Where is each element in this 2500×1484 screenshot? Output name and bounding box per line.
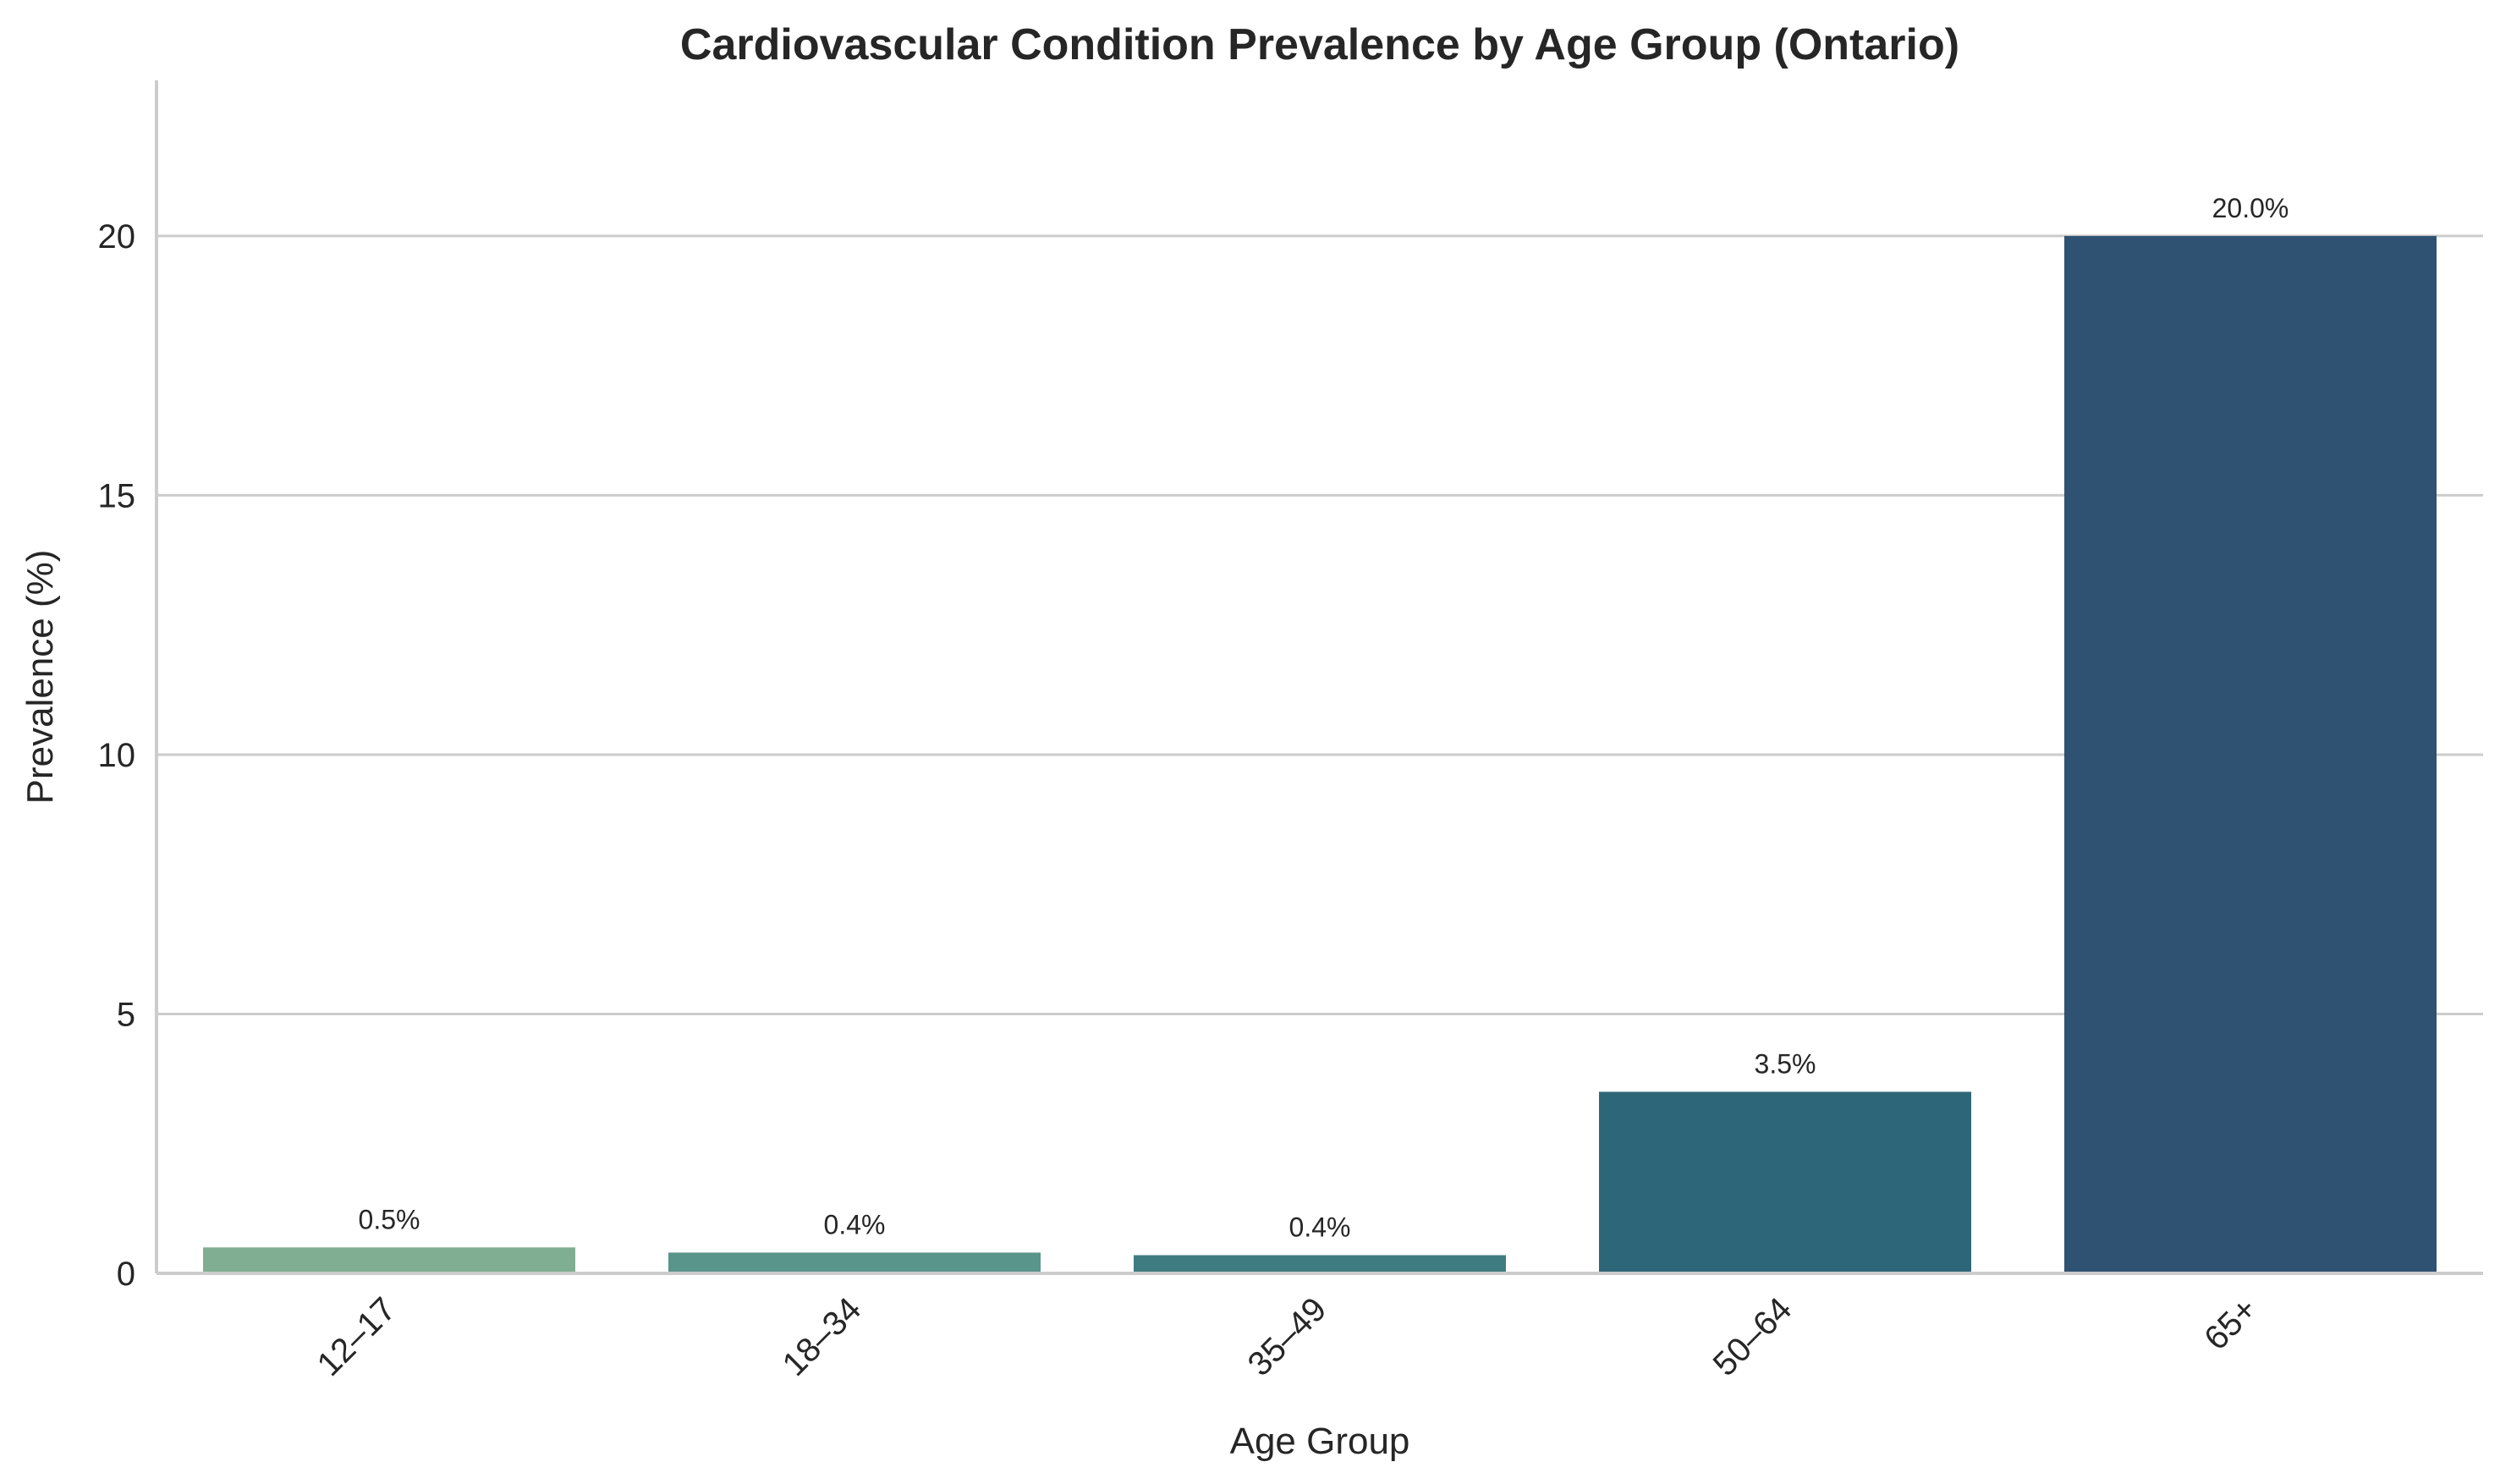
data-label-2: 0.4% — [1289, 1212, 1351, 1243]
axes — [155, 80, 2483, 1275]
data-label-4: 20.0% — [2212, 193, 2289, 223]
x-tick-label-1: 18–34 — [776, 1290, 869, 1383]
bar-4 — [2064, 235, 2437, 1273]
x-tick-label-4: 65+ — [2197, 1290, 2264, 1357]
bar-0 — [203, 1247, 575, 1273]
y-axis-label: Prevalence (%) — [19, 550, 61, 805]
x-tick-label-2: 35–49 — [1241, 1290, 1334, 1383]
y-tick-labels: 0 5 10 15 20 — [98, 218, 136, 1293]
chart-title: Cardiovascular Condition Prevalence by A… — [680, 20, 1959, 69]
y-tick-label: 15 — [98, 477, 136, 514]
y-tick-label: 20 — [98, 218, 136, 256]
data-labels: 0.5% 0.4% 0.4% 3.5% 20.0% — [359, 193, 2289, 1243]
y-tick-label: 5 — [117, 996, 135, 1033]
bar-2 — [1134, 1255, 1506, 1273]
bars — [203, 235, 2437, 1273]
x-tick-label-0: 12–17 — [310, 1290, 404, 1383]
x-tick-label-3: 50–64 — [1706, 1290, 1799, 1383]
x-axis-label: Age Group — [1230, 1421, 1410, 1462]
y-tick-label: 10 — [98, 737, 136, 774]
y-tick-label: 0 — [117, 1256, 135, 1293]
data-label-0: 0.5% — [359, 1204, 420, 1234]
bar-1 — [668, 1252, 1041, 1273]
data-label-1: 0.4% — [824, 1209, 886, 1239]
data-label-3: 3.5% — [1755, 1048, 1816, 1079]
bar-3 — [1599, 1091, 1971, 1273]
x-tick-labels: 12–17 18–34 35–49 50–64 65+ — [310, 1290, 2265, 1383]
